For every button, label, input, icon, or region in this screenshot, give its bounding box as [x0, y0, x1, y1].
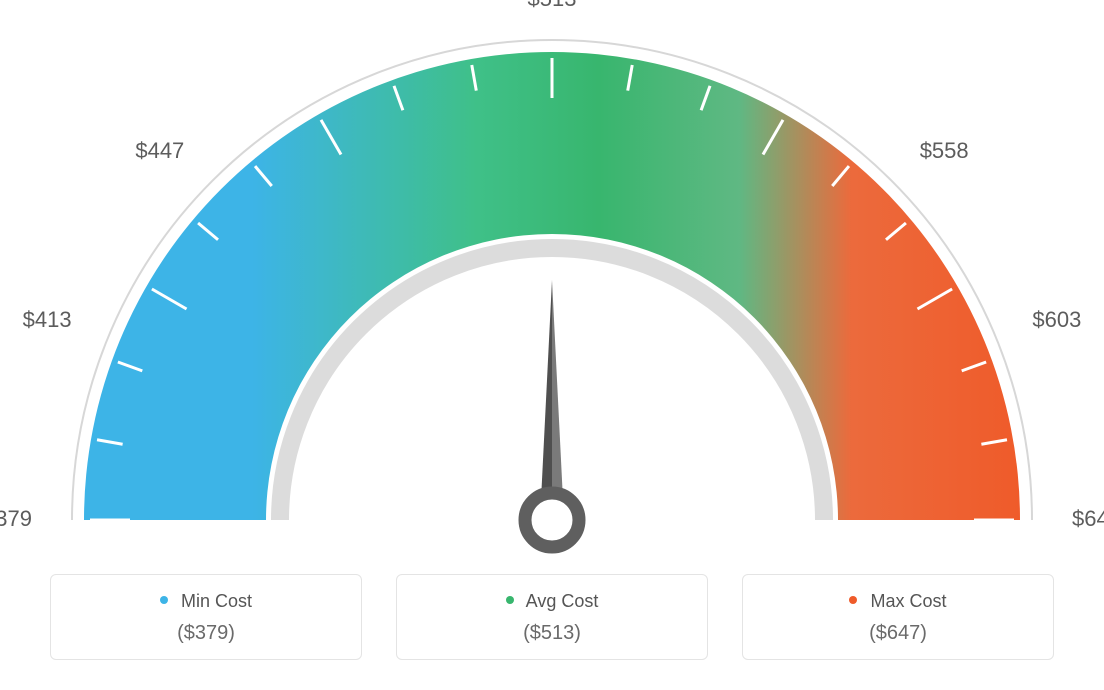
card-avg-title: Avg Cost	[397, 591, 707, 612]
summary-cards: Min Cost ($379) Avg Cost ($513) Max Cost…	[50, 574, 1054, 660]
max-label: Max Cost	[870, 591, 946, 611]
card-min-title: Min Cost	[51, 591, 361, 612]
card-avg-cost: Avg Cost ($513)	[396, 574, 708, 660]
card-max-title: Max Cost	[743, 591, 1053, 612]
gauge-tick-label: $513	[528, 0, 577, 11]
avg-value: ($513)	[397, 622, 707, 645]
card-min-cost: Min Cost ($379)	[50, 574, 362, 660]
dot-icon	[160, 596, 168, 604]
max-value: ($647)	[743, 622, 1053, 645]
dot-icon	[506, 596, 514, 604]
gauge-tick-label: $413	[23, 307, 72, 332]
min-label: Min Cost	[181, 591, 252, 611]
dot-icon	[849, 596, 857, 604]
avg-label: Avg Cost	[526, 591, 599, 611]
gauge-tick-label: $647	[1072, 506, 1104, 531]
gauge-tick-label: $379	[0, 506, 32, 531]
gauge-tick-label: $447	[135, 138, 184, 163]
cost-gauge: $379 $413 $447 $513 $558 $603 $647	[0, 0, 1104, 560]
gauge-tick-label: $603	[1032, 307, 1081, 332]
gauge-tick-label: $558	[920, 138, 969, 163]
gauge-svg: $379 $413 $447 $513 $558 $603 $647	[0, 0, 1104, 560]
min-value: ($379)	[51, 622, 361, 645]
card-max-cost: Max Cost ($647)	[742, 574, 1054, 660]
